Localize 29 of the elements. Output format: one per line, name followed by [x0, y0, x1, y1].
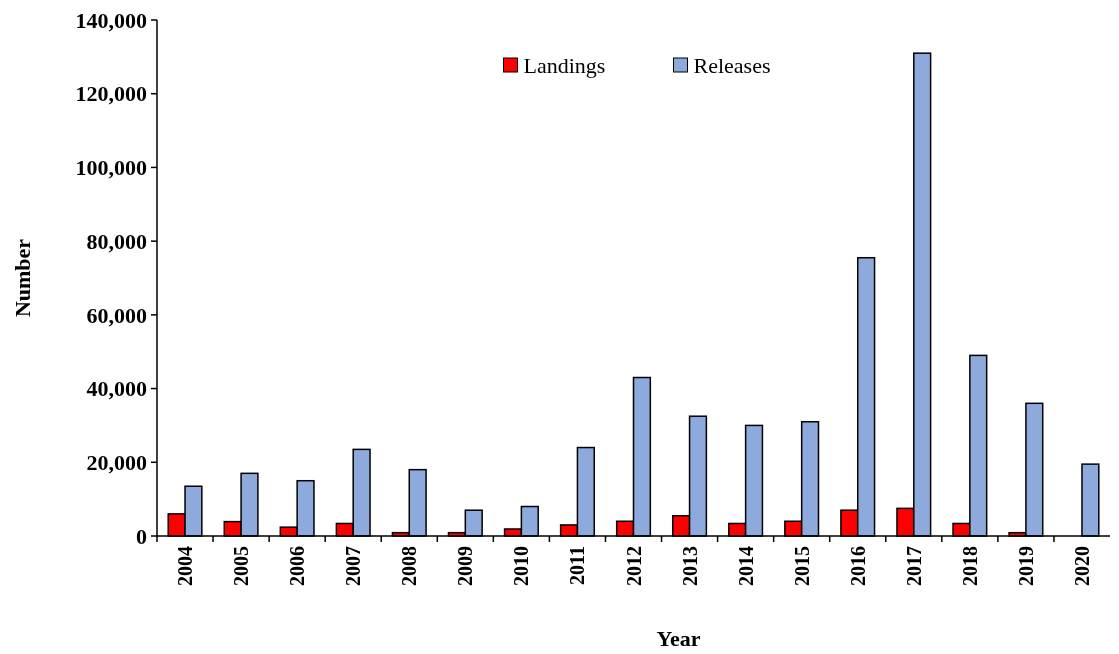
y-tick-label: 100,000 — [75, 155, 147, 181]
x-tick-label: 2017 — [902, 546, 925, 586]
x-tick-label: 2007 — [342, 546, 365, 586]
x-tick-label: 2012 — [622, 546, 645, 586]
x-tick-label: 2015 — [790, 546, 813, 586]
x-tick-label: 2006 — [286, 546, 309, 586]
x-tick-label: 2010 — [510, 546, 533, 586]
y-tick-label: 20,000 — [86, 449, 147, 475]
y-axis-title: Number — [10, 238, 35, 318]
y-tick-label: 120,000 — [75, 81, 147, 107]
x-tick-label: 2004 — [174, 546, 197, 586]
y-tick-label: 140,000 — [75, 7, 147, 33]
x-tick-label: 2009 — [454, 546, 477, 586]
x-tick-label: 2019 — [1014, 546, 1037, 586]
x-tick-label: 2014 — [734, 546, 757, 586]
x-tick-label: 2016 — [846, 546, 869, 586]
x-tick-label: 2008 — [398, 546, 421, 586]
x-tick-label: 2011 — [566, 546, 589, 585]
x-tick-label: 2013 — [678, 546, 701, 586]
y-tick-label: 40,000 — [86, 376, 147, 402]
x-axis-title: Year — [656, 626, 701, 651]
x-tick-label: 2018 — [958, 546, 981, 586]
x-tick-label: 2005 — [230, 546, 253, 586]
x-tick-label: 2020 — [1070, 546, 1093, 586]
y-tick-label: 80,000 — [86, 228, 147, 254]
y-tick-label: 0 — [136, 523, 147, 549]
legend-label: Releases — [693, 52, 771, 78]
legend-label: Landings — [523, 52, 606, 78]
y-tick-label: 60,000 — [86, 302, 147, 328]
